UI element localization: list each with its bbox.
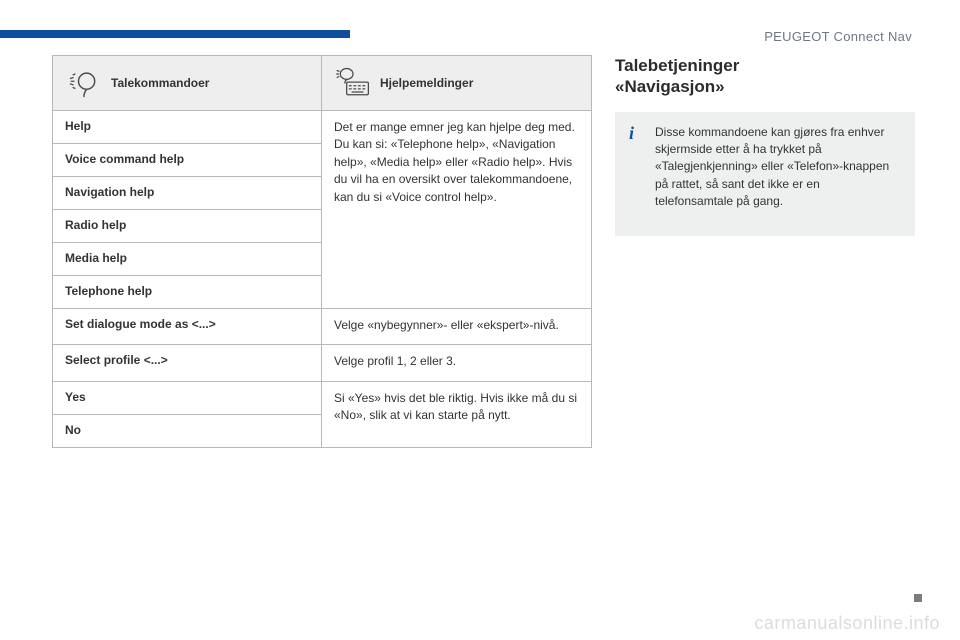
command-cell: Navigation help: [53, 176, 321, 209]
header-accent-bar: [0, 30, 350, 38]
right-column: Talebetjeninger «Navigasjon» i Disse kom…: [615, 55, 915, 236]
command-cell: Yes: [53, 381, 321, 414]
message-cell: Det er mange emner jeg kan hjelpe deg me…: [322, 110, 591, 298]
message-cell: Si «Yes» hvis det ble riktig. Hvis ikke …: [322, 381, 591, 443]
command-cell: Select profile <...>: [53, 344, 321, 377]
keyboard-voice-icon: [334, 66, 370, 100]
table-group: Select profile <...> Velge profil 1, 2 e…: [53, 344, 591, 380]
table-group: Yes No Si «Yes» hvis det ble riktig. Hvi…: [53, 381, 591, 447]
command-cell: No: [53, 414, 321, 447]
table-group: Help Voice command help Navigation help …: [53, 110, 591, 308]
command-cell: Telephone help: [53, 275, 321, 308]
message-cell: Velge profil 1, 2 eller 3.: [322, 344, 591, 380]
column-header-commands: Talekommandoer: [53, 56, 322, 110]
message-cell: Velge «nybegynner»- eller «ekspert»-nivå…: [322, 308, 591, 344]
command-cell: Voice command help: [53, 143, 321, 176]
watermark: carmanualsonline.info: [754, 613, 940, 634]
voice-commands-table: Talekommandoer Hjelpemeldinger: [52, 55, 592, 448]
table-group: Set dialogue mode as <...> Velge «nybegy…: [53, 308, 591, 344]
voice-icon: [65, 66, 101, 100]
command-cell: Set dialogue mode as <...>: [53, 308, 321, 341]
command-cell: Media help: [53, 242, 321, 275]
column-header-messages: Hjelpemeldinger: [322, 56, 591, 110]
page-marker: [914, 594, 922, 602]
info-icon: i: [629, 124, 643, 211]
column-header-messages-label: Hjelpemeldinger: [380, 76, 473, 90]
info-box: i Disse kommandoene kan gjøres fra enhve…: [615, 112, 915, 237]
command-cell: Help: [53, 110, 321, 143]
nav-heading-line1: Talebetjeninger: [615, 56, 739, 75]
command-cell: Radio help: [53, 209, 321, 242]
page-title: PEUGEOT Connect Nav: [764, 29, 912, 44]
column-header-commands-label: Talekommandoer: [111, 76, 209, 90]
table-header-row: Talekommandoer Hjelpemeldinger: [53, 56, 591, 110]
nav-heading-line2: «Navigasjon»: [615, 77, 725, 96]
info-text: Disse kommandoene kan gjøres fra enhver …: [655, 124, 901, 211]
nav-heading: Talebetjeninger «Navigasjon»: [615, 55, 915, 98]
